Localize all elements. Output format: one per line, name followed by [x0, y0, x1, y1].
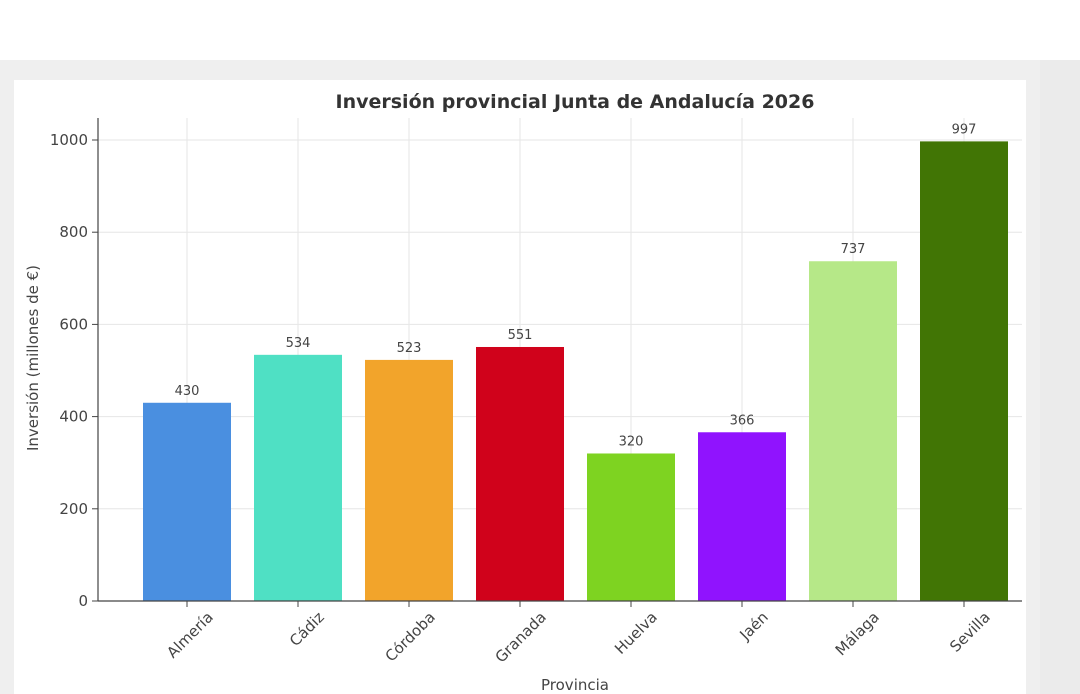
x-tick-label: Sevilla: [946, 608, 994, 656]
bar: [587, 453, 675, 601]
bar: [365, 359, 453, 601]
x-axis-title: Provincia: [541, 676, 609, 694]
data-label: 534: [286, 336, 311, 351]
x-tick-label: Jaén: [736, 608, 772, 644]
x-tick-label: Almería: [163, 608, 217, 662]
data-label: 997: [952, 122, 977, 137]
bars: [143, 141, 1008, 601]
bar: [920, 141, 1008, 601]
data-label: 523: [397, 341, 422, 356]
x-tick-label: Córdoba: [382, 608, 439, 665]
y-tick-label: 800: [59, 223, 88, 241]
y-axis-title: Inversión (millones de €): [24, 265, 42, 451]
y-tick-label: 1000: [50, 131, 88, 149]
bar: [476, 346, 564, 601]
y-tick-label: 400: [59, 408, 88, 426]
data-label: 366: [730, 413, 755, 428]
chart-title: Inversión provincial Junta de Andalucía …: [336, 91, 815, 113]
y-tick-label: 0: [78, 592, 88, 610]
top-band: [0, 0, 1080, 60]
right-edge-strip: [1040, 60, 1080, 694]
bar: [143, 402, 231, 601]
data-label: 320: [619, 434, 644, 449]
y-tick-label: 600: [59, 315, 88, 333]
axes: [92, 118, 1022, 607]
x-tick-label: Granada: [492, 608, 550, 666]
x-tick-label: Cádiz: [286, 608, 328, 650]
x-tick-label: Huelva: [611, 608, 661, 658]
data-label: 430: [175, 384, 200, 399]
x-tick-label: Málaga: [832, 608, 883, 659]
data-label: 737: [841, 242, 866, 257]
y-tick-labels: 0 200 400 600 800 1000: [50, 131, 88, 610]
data-label: 551: [508, 328, 533, 343]
bar: [254, 354, 342, 601]
data-labels: 430 534 523 551 320 366 737 997: [175, 122, 977, 449]
bar: [698, 432, 786, 601]
y-tick-label: 200: [59, 500, 88, 518]
x-tick-labels: Almería Cádiz Córdoba Granada Huelva Jaén Mála…: [163, 608, 994, 666]
bar: [809, 261, 897, 601]
